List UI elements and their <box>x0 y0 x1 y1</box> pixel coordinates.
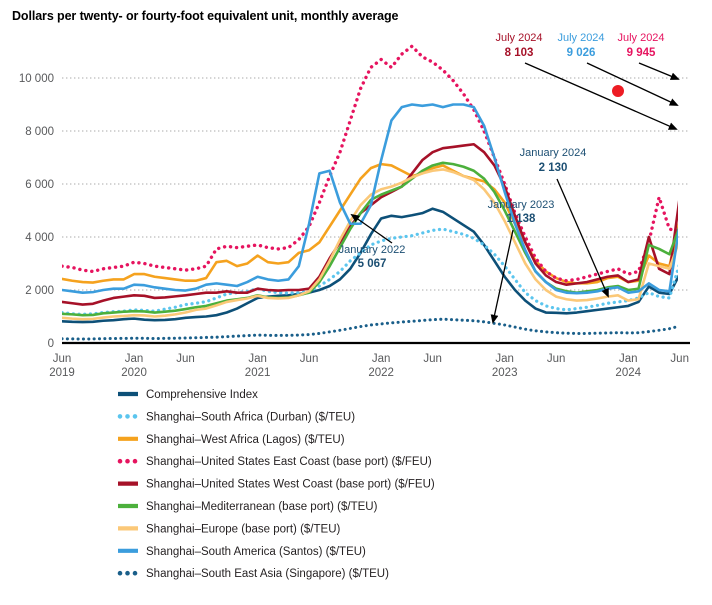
series-line <box>62 103 678 295</box>
y-axis-tick-labels: 0 2 000 4 000 6 000 8 000 10 000 <box>19 73 54 350</box>
annotation-value: 2 130 <box>539 162 568 174</box>
series-line <box>62 317 678 341</box>
x-axis-tick-label: Jun <box>547 353 566 365</box>
legend-item-label: Shanghai–United States West Coast (base … <box>146 479 435 491</box>
chart-legend: Comprehensive Index Shanghai–South Africa… <box>117 389 435 580</box>
y-axis-tick-label: 0 <box>48 338 54 350</box>
annotation-label: January 2023 <box>488 199 555 211</box>
annotation-label: July 2024 <box>495 32 542 44</box>
x-axis-tick-label: Jun <box>300 353 319 365</box>
y-axis-tick-label: 4 000 <box>25 232 54 244</box>
annotation-value: 1 138 <box>507 213 536 225</box>
y-axis-tick-label: 8 000 <box>25 126 54 138</box>
legend-item-label: Shanghai–South Africa (Durban) ($/TEU) <box>146 411 355 423</box>
x-axis-tick-label: Jan <box>619 353 638 365</box>
x-axis-tick-year-label: 2022 <box>368 367 394 379</box>
legend-swatch-dot <box>117 458 123 464</box>
legend-swatch-dot <box>125 458 130 464</box>
legend-item-label: Shanghai–United States East Coast (base … <box>146 456 432 468</box>
annotation-label: January 2024 <box>520 147 587 159</box>
legend-swatch-dot <box>125 414 130 419</box>
legend-item-label: Shanghai–Mediterranean (base port) ($/TE… <box>146 501 378 513</box>
chart-annotations: January 2022 5 067 January 2023 1 138 Januar… <box>339 32 680 324</box>
annotation-value: 9 945 <box>627 47 656 59</box>
x-axis-tick-year-label: 2019 <box>49 367 75 379</box>
annotation-label: July 2024 <box>557 32 604 44</box>
legend-item-label: Shanghai–Europe (base port) ($/TEU) <box>146 523 340 535</box>
legend-item-label: Shanghai–South East Asia (Singapore) ($/… <box>146 568 389 580</box>
annotation-arrow <box>524 62 678 130</box>
x-axis-tick-label: Jan <box>248 353 267 365</box>
chart-title: Dollars per twenty- or fourty-foot equiv… <box>12 9 399 23</box>
annotation-label: January 2022 <box>339 244 406 256</box>
legend-swatch-dot <box>125 570 130 576</box>
annotation-value: 9 026 <box>567 47 596 59</box>
legend-swatch-dot <box>117 414 123 419</box>
x-axis-tick-year-label: 2021 <box>245 367 271 379</box>
legend-swatch-dot <box>132 570 138 576</box>
x-axis-tick-label: Jan <box>495 353 514 365</box>
annotation-arrow <box>638 62 680 80</box>
legend-swatch-dot <box>117 570 123 576</box>
y-axis-tick-label: 6 000 <box>25 179 54 191</box>
x-axis-tick-label: Jan <box>125 353 144 365</box>
x-axis-tick-label: Jun <box>176 353 195 365</box>
series-lines <box>62 44 678 341</box>
annotation-arrow <box>490 229 514 324</box>
y-axis-tick-label: 2 000 <box>25 285 54 297</box>
x-axis-tick-label: Jun <box>670 353 689 365</box>
legend-swatch-dot <box>132 458 138 464</box>
x-axis-tick-year-label: 2023 <box>492 367 518 379</box>
series-line <box>62 44 678 283</box>
x-axis-tick-label: Jun <box>53 353 72 365</box>
series-line <box>62 207 678 324</box>
red-dot-marker <box>612 85 624 97</box>
series-line <box>62 227 678 316</box>
annotation-value: 8 103 <box>505 47 534 59</box>
x-axis-tick-labels: Jun 2019 Jan 2020 Jun Jan 2021 Jun Jan 2022 Jun Jan… <box>49 353 689 379</box>
x-axis-tick-label: Jan <box>372 353 391 365</box>
y-axis-tick-label: 10 000 <box>19 73 54 85</box>
annotation-value: 5 067 <box>358 258 387 270</box>
annotation-arrow <box>586 62 679 106</box>
annotation-label: July 2024 <box>617 32 664 44</box>
legend-item-label: Shanghai–South America (Santos) ($/TEU) <box>146 546 366 558</box>
series-line <box>62 168 678 321</box>
series-line <box>62 142 678 306</box>
annotation-arrow <box>556 178 609 298</box>
x-axis-tick-year-label: 2020 <box>121 367 147 379</box>
x-axis-tick-label: Jun <box>423 353 442 365</box>
x-axis-tick-year-label: 2024 <box>615 367 641 379</box>
legend-item-label: Shanghai–West Africa (Lagos) ($/TEU) <box>146 434 345 446</box>
legend-item-label: Comprehensive Index <box>146 389 258 401</box>
annotation-arrow <box>350 213 393 244</box>
legend-swatch-dot <box>132 414 138 419</box>
